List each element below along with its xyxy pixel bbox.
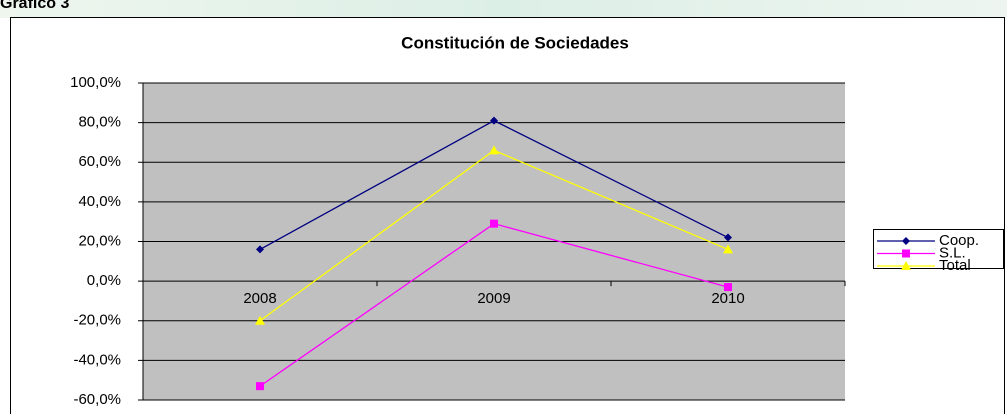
- legend-box: [873, 229, 1004, 269]
- chart-title: Constitución de Sociedades: [401, 33, 629, 52]
- marker: [256, 245, 264, 254]
- marker: [255, 315, 265, 325]
- marker: [902, 237, 910, 245]
- x-tick-label: 2008: [243, 290, 276, 307]
- y-tick-label: 20,0%: [78, 232, 121, 249]
- y-tick-label: 0,0%: [87, 272, 121, 289]
- marker: [724, 283, 732, 292]
- header-title: Gráfico 3: [0, 0, 69, 12]
- header-background: [0, 0, 1007, 18]
- legend-label: Total: [939, 257, 971, 274]
- marker: [490, 219, 498, 228]
- marker: [256, 382, 264, 391]
- marker: [901, 261, 911, 270]
- x-tick-label: 2009: [477, 290, 510, 307]
- marker: [490, 116, 498, 125]
- y-tick-label: -60,0%: [73, 391, 121, 408]
- y-tick-label: 60,0%: [78, 153, 121, 170]
- y-tick-label: 40,0%: [78, 193, 121, 210]
- y-tick-label: 80,0%: [78, 114, 121, 131]
- marker: [489, 145, 499, 155]
- marker: [723, 244, 733, 254]
- legend-label: Coop.: [939, 232, 979, 249]
- y-tick-label: -40,0%: [73, 351, 121, 368]
- legend-label: S.L.: [939, 244, 966, 261]
- y-tick-label: -20,0%: [73, 312, 121, 329]
- marker: [902, 249, 910, 258]
- marker: [724, 233, 732, 242]
- y-tick-label: 100,0%: [70, 74, 121, 91]
- x-tick-label: 2010: [711, 290, 744, 307]
